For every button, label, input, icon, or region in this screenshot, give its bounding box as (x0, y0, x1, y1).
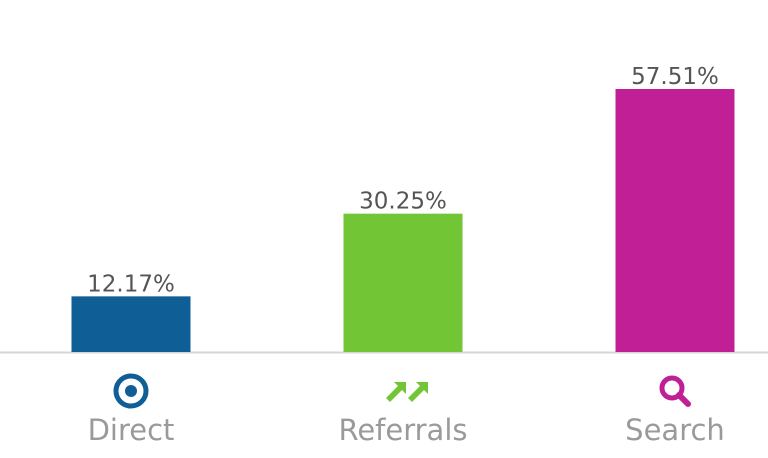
bar (615, 89, 735, 352)
search-icon (659, 375, 691, 407)
category-label: Referrals (338, 413, 467, 447)
value-label: 57.51% (631, 64, 719, 90)
value-label: 30.25% (359, 189, 447, 215)
bar (71, 296, 191, 352)
direct-icon (113, 373, 149, 409)
bar (343, 213, 463, 352)
category-label: Search (625, 413, 725, 447)
value-label: 12.17% (87, 271, 175, 297)
referrals-icon (386, 382, 428, 402)
category-label: Direct (88, 413, 175, 447)
